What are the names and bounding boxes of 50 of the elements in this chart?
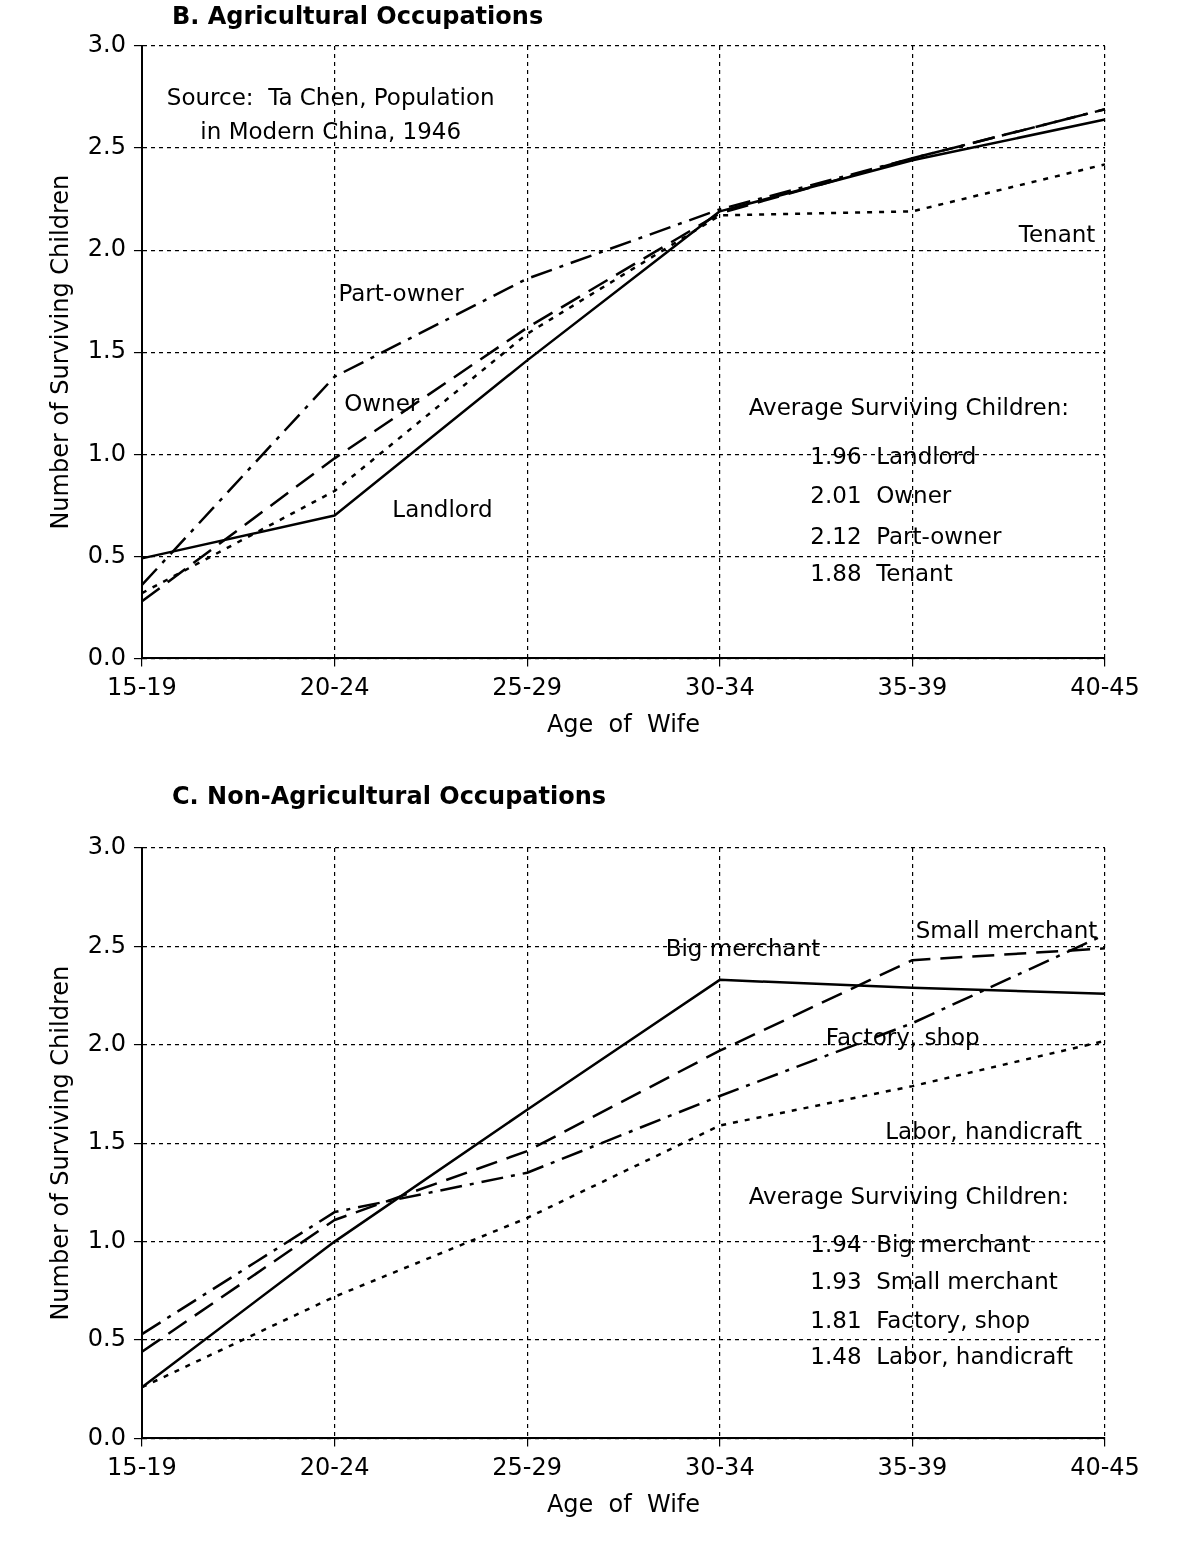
y-tick-label: 2.5 xyxy=(87,132,126,161)
annotation: Source: Ta Chen, Population in Modern China, 1946 xyxy=(166,84,495,144)
y-tick-label: 1.0 xyxy=(87,1225,126,1254)
x-tick-label: 15-19 xyxy=(107,673,177,702)
series-label: Big merchant xyxy=(665,935,821,962)
annotation: 1.81 Factory, shop xyxy=(810,1307,1031,1334)
annotation: 2.12 Part-owner xyxy=(810,522,1002,549)
chart-title: B. Agricultural Occupations xyxy=(172,2,544,30)
x-tick-label: 15-19 xyxy=(107,1453,177,1482)
x-tick-label: 35-39 xyxy=(877,1453,948,1482)
y-axis-title: Number of Surviving Children xyxy=(45,965,74,1321)
series-label: Small merchant xyxy=(915,916,1098,943)
x-tick-label: 20-24 xyxy=(299,673,370,702)
annotation: Average Surviving Children: xyxy=(748,394,1070,421)
y-tick-label: 3.0 xyxy=(87,832,126,861)
y-tick-label: 0.5 xyxy=(87,540,126,569)
x-tick-label: 25-29 xyxy=(492,673,563,702)
x-tick-label: 40-45 xyxy=(1070,673,1140,702)
x-tick-label: 25-29 xyxy=(492,1453,563,1482)
x-tick-label: 35-39 xyxy=(877,673,948,702)
x-tick-label: 40-45 xyxy=(1070,1453,1140,1482)
annotation: Average Surviving Children: xyxy=(748,1183,1070,1210)
x-axis-title: Age of Wife xyxy=(546,709,701,738)
x-tick-label: 20-24 xyxy=(299,1453,370,1482)
y-axis-title: Number of Surviving Children xyxy=(45,174,74,530)
y-tick-label: 2.0 xyxy=(87,234,126,263)
x-tick-label: 30-34 xyxy=(684,1453,755,1482)
annotation: 1.48 Labor, handicraft xyxy=(810,1342,1073,1369)
y-tick-label: 3.0 xyxy=(87,30,126,59)
y-tick-label: 2.5 xyxy=(87,930,126,959)
series-label: Part-owner xyxy=(338,280,465,307)
series-label: Landlord xyxy=(392,496,493,523)
annotation: 1.96 Landlord xyxy=(810,443,977,470)
annotation: 1.88 Tenant xyxy=(810,559,953,586)
series-label: Tenant xyxy=(1017,220,1096,247)
series-label: Owner xyxy=(344,390,420,417)
annotation: 1.94 Big merchant xyxy=(810,1230,1031,1257)
series-label: Labor, handicraft xyxy=(885,1118,1083,1145)
y-tick-label: 0.0 xyxy=(87,642,126,671)
x-axis-title: Age of Wife xyxy=(546,1489,701,1518)
y-tick-label: 0.0 xyxy=(87,1422,126,1451)
annotation: 2.01 Owner xyxy=(810,482,952,509)
annotation: 1.93 Small merchant xyxy=(810,1267,1058,1294)
x-tick-label: 30-34 xyxy=(684,673,755,702)
y-tick-label: 0.5 xyxy=(87,1324,126,1353)
y-tick-label: 2.0 xyxy=(87,1029,126,1058)
y-tick-label: 1.5 xyxy=(87,336,126,365)
chart-title: C. Non-Agricultural Occupations xyxy=(172,782,607,810)
y-tick-label: 1.0 xyxy=(87,438,126,467)
y-tick-label: 1.5 xyxy=(87,1127,126,1156)
